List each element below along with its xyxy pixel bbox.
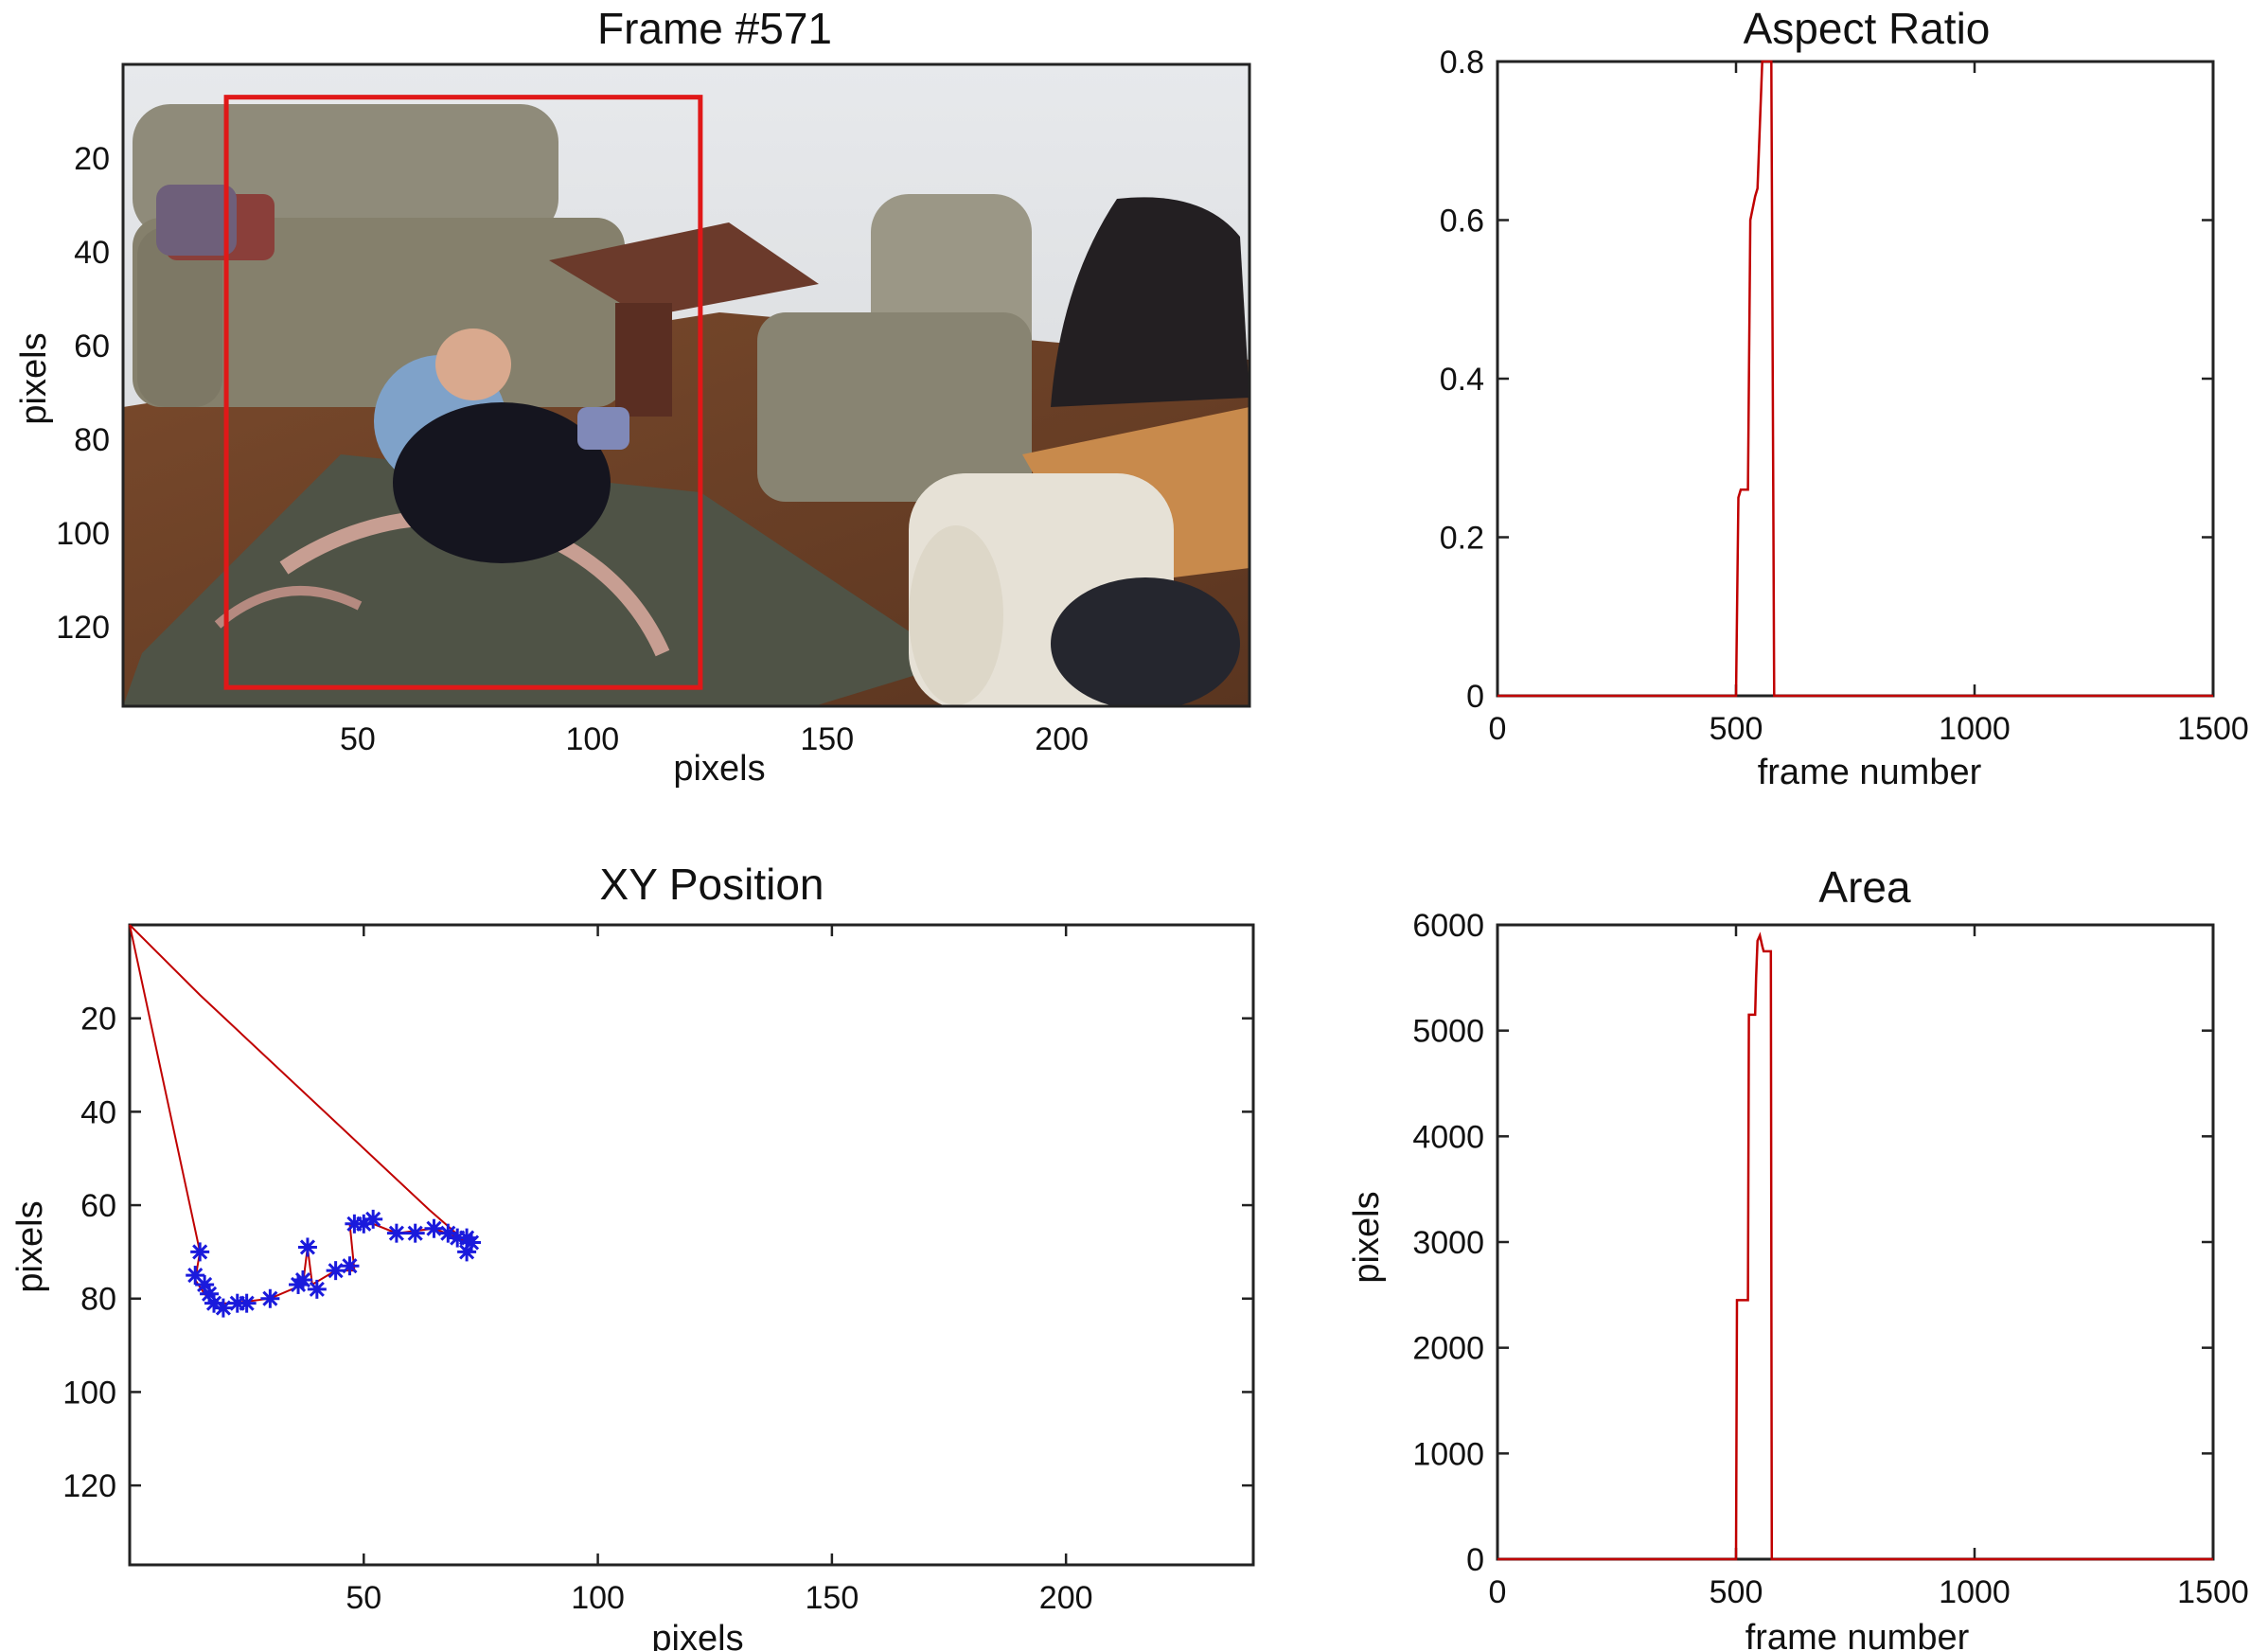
xy-ytick-label: 80	[80, 1282, 116, 1318]
xy-marker	[326, 1261, 346, 1281]
aspect-xtick-label: 1000	[1939, 711, 2011, 747]
frame-ytick-label: 20	[74, 141, 110, 177]
frame-xtick-label: 50	[340, 721, 376, 757]
xy-ylabel: pixels	[10, 1200, 50, 1292]
xy-ytick-label: 40	[80, 1094, 116, 1130]
aspect-ytick-label: 0.4	[1440, 362, 1484, 398]
area-xtick-label: 500	[1710, 1574, 1763, 1610]
xy-ytick-label: 100	[62, 1375, 116, 1411]
aspect-title: Aspect Ratio	[1744, 4, 1991, 53]
xy-marker	[213, 1298, 233, 1318]
frame-ytick-label: 40	[74, 235, 110, 271]
aspect-xlabel: frame number	[1758, 753, 1982, 792]
area-ytick-label: 3000	[1412, 1225, 1484, 1261]
xy-marker	[424, 1218, 444, 1238]
xy-xtick-label: 200	[1039, 1580, 1093, 1616]
area-ytick-label: 1000	[1412, 1436, 1484, 1472]
aspect-series-line	[1497, 60, 2213, 698]
area-panel: Area 0 500 1000 1500 0 1000 2000 3000 4000 5000 60…	[1347, 862, 2249, 1651]
aspect-xtick-label: 500	[1710, 711, 1763, 747]
frame-ytick-label: 100	[56, 516, 110, 552]
area-series-line	[1497, 932, 2213, 1561]
area-xtick-label: 0	[1489, 1574, 1507, 1610]
area-ytick-label: 6000	[1412, 908, 1484, 944]
area-axes-frame	[1496, 923, 2215, 1561]
frame-ytick-label: 60	[74, 328, 110, 364]
aspect-panel: Aspect Ratio 0 500 1000 1500 0 0.2 0.4 0.6 0.8 f…	[1440, 4, 2249, 792]
xy-marker	[386, 1223, 406, 1243]
aspect-ytick-label: 0	[1466, 679, 1484, 715]
aspect-xtick-label: 0	[1489, 711, 1507, 747]
xy-ticks: 50 100 150 200 20 40 60 80 100 120	[62, 925, 1253, 1616]
aspect-ytick-label: 0.8	[1440, 44, 1484, 80]
frame-title: Frame #571	[597, 4, 832, 53]
xy-title: XY Position	[600, 860, 824, 909]
xy-ytick-label: 120	[62, 1468, 116, 1504]
area-ytick-label: 4000	[1412, 1119, 1484, 1155]
xy-markers	[186, 1209, 482, 1318]
frame-ytick-label: 80	[74, 422, 110, 458]
area-ylabel: pixels	[1347, 1191, 1387, 1283]
xy-marker	[260, 1288, 280, 1308]
area-ytick-label: 0	[1466, 1542, 1484, 1578]
aspect-ytick-label: 0.2	[1440, 521, 1484, 557]
area-title: Area	[1818, 862, 1911, 912]
xy-axes-frame	[128, 923, 1255, 1567]
area-ticks: 0 500 1000 1500 0 1000 2000 3000 4000 5000 6000	[1412, 908, 2248, 1610]
area-xtick-label: 1000	[1939, 1574, 2011, 1610]
frame-ylabel: pixels	[14, 332, 54, 424]
area-ytick-label: 2000	[1412, 1331, 1484, 1367]
area-xtick-label: 1500	[2177, 1574, 2249, 1610]
xy-ytick-label: 60	[80, 1188, 116, 1224]
xy-xtick-label: 50	[346, 1580, 381, 1616]
frame-ytick-label: 120	[56, 610, 110, 646]
xy-marker	[237, 1293, 257, 1313]
xy-marker	[405, 1223, 425, 1243]
frame-xtick-label: 150	[800, 721, 854, 757]
xy-marker	[307, 1279, 327, 1299]
area-xlabel: frame number	[1745, 1618, 1970, 1651]
xy-marker	[292, 1270, 312, 1290]
xy-marker	[340, 1256, 360, 1276]
frame-xtick-label: 200	[1035, 721, 1089, 757]
xy-ytick-label: 20	[80, 1002, 116, 1038]
frame-xtick-label: 100	[565, 721, 619, 757]
xy-panel: XY Position 50 100 150 200 20 40 60 80 100 120 pi…	[10, 860, 1255, 1651]
aspect-axes-frame	[1496, 60, 2215, 698]
xy-xtick-label: 150	[806, 1580, 859, 1616]
xy-marker	[190, 1242, 210, 1262]
xy-marker	[363, 1209, 383, 1229]
xy-marker	[462, 1233, 482, 1252]
xy-marker	[297, 1237, 317, 1257]
aspect-xtick-label: 1500	[2177, 711, 2249, 747]
frame-ticks: 50 100 150 200 20 40 60 80 100 120	[56, 141, 1089, 757]
frame-bounding-box	[223, 95, 703, 690]
xy-xlabel: pixels	[651, 1619, 743, 1651]
frame-axes-frame	[121, 62, 1251, 708]
frame-xlabel: pixels	[673, 749, 765, 789]
aspect-ytick-label: 0.6	[1440, 204, 1484, 240]
frame-panel: Frame #571	[14, 4, 1251, 789]
frame-photo	[123, 64, 1249, 706]
area-ytick-label: 5000	[1412, 1014, 1484, 1050]
aspect-ticks: 0 500 1000 1500 0 0.2 0.4 0.6 0.8	[1440, 44, 2249, 747]
xy-xtick-label: 100	[571, 1580, 625, 1616]
